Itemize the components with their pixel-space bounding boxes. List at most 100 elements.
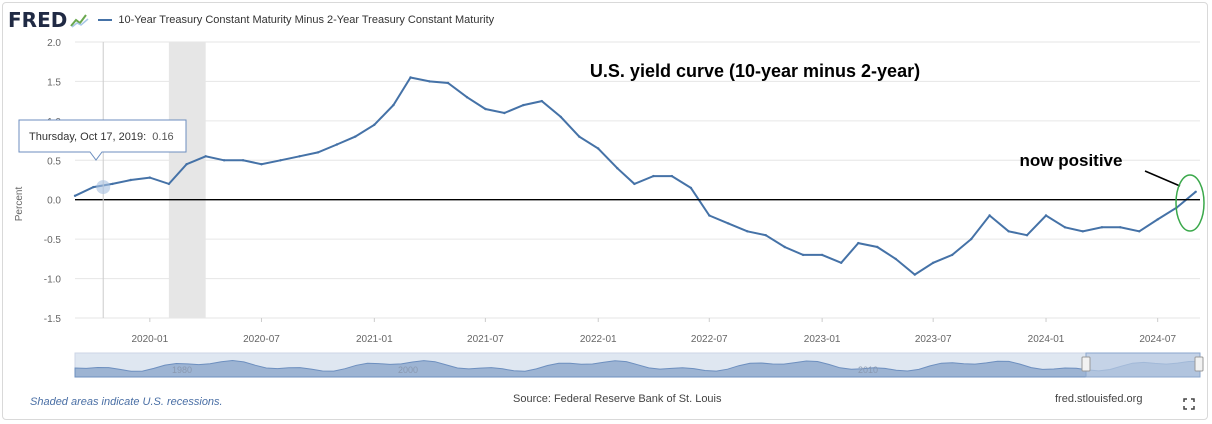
data-point [1025,234,1029,237]
data-point [913,273,916,276]
data-point [764,234,767,237]
data-point [746,230,749,233]
data-point [578,135,581,138]
data-point [392,103,395,107]
navigator-handle-left[interactable] [1081,356,1091,372]
navigator-label: 2000 [398,365,418,375]
source-text: Source: Federal Reserve Bank of St. Loui… [513,393,722,405]
data-point [1119,226,1122,229]
y-tick-label: -1.0 [44,275,62,286]
y-tick-label: 1.5 [47,77,61,88]
recession-note: Shaded areas indicate U.S. recessions. [30,396,223,408]
data-point [409,76,412,79]
tooltip: Thursday, Oct 17, 2019: 0.16 [18,119,187,161]
navigator-series [74,359,1201,378]
recession-shading [168,42,206,318]
site-link[interactable]: fred.stlouisfed.org [1055,393,1143,405]
svg-text:Thursday, Oct 17, 2019:: Thursday, Oct 17, 2019: 0.16 [29,131,174,143]
y-tick-label: 0.5 [47,156,61,167]
data-point [446,81,450,85]
data-point [522,103,525,107]
data-point [1081,230,1085,233]
range-navigator[interactable]: 1980 2000 2010 [74,352,1204,378]
data-point [1100,226,1104,229]
navigator-label: 1980 [172,365,192,375]
data-point [559,115,562,119]
legend-label[interactable]: 10-Year Treasury Constant Maturity Minus… [118,14,495,26]
x-tick-label: 2022-07 [691,334,728,345]
series-layer [73,76,1197,276]
data-point [503,111,506,115]
data-point [932,261,935,264]
data-point [840,261,843,264]
data-point [335,143,339,146]
data-point [316,151,320,154]
data-point [708,214,711,217]
x-tick-label: 2020-07 [243,334,280,345]
navigator-handle-right[interactable] [1194,356,1204,372]
annotation-now-positive: now positive [1020,151,1123,170]
highlight-circle [1175,174,1205,232]
data-point [298,155,301,158]
data-point [689,186,693,190]
tooltip-value: 0.16 [152,131,173,143]
data-point [279,159,282,162]
data-point [148,176,151,179]
fred-logo-chart-icon [70,14,89,28]
navigator-label: 2010 [858,365,878,375]
data-point [484,107,487,111]
data-point [241,159,245,162]
data-point [465,96,469,99]
data-point [129,178,132,182]
navigator-selection[interactable] [1085,352,1201,378]
data-point [894,257,897,261]
data-point [616,167,619,170]
x-tick-label: 2021-07 [467,334,504,345]
annotation-title: U.S. yield curve (10-year minus 2-year) [590,61,920,81]
fullscreen-icon[interactable] [1183,398,1195,410]
data-point [1044,214,1048,217]
data-point [633,182,636,186]
data-point [970,237,973,241]
y-axis-ticks: 2.01.51.00.50.0-0.5-1.0-1.5 [44,38,62,325]
data-point [988,214,991,217]
data-point [727,222,730,225]
data-point [1007,230,1010,233]
tooltip-date: Thursday, Oct 17, 2019: [29,131,146,143]
data-point [652,174,655,178]
fred-logo[interactable]: FRED [8,8,68,32]
data-point [92,185,95,189]
legend-swatch [98,19,113,21]
x-tick-label: 2023-01 [804,334,841,345]
data-point [820,253,824,257]
data-point [373,123,376,127]
data-point [1063,226,1067,229]
data-point [1156,218,1159,221]
data-point [111,182,114,186]
x-tick-label: 2021-01 [356,334,393,345]
x-axis-ticks: 2020-01 2020-07 2021-01 2021-07 2022-01 2022-… [131,318,1176,345]
y-tick-label: -1.5 [44,314,62,325]
hover-point [96,180,111,195]
data-point [597,147,600,150]
data-point [167,182,171,186]
data-point [222,159,226,162]
data-point [428,80,431,83]
y-tick-label: 0.0 [47,196,61,207]
data-point [354,135,357,138]
data-point [801,253,805,257]
y-tick-label: 2.0 [47,38,61,49]
data-point [876,245,879,249]
data-point [783,245,786,249]
data-point [260,163,263,166]
x-tick-label: 2024-01 [1028,334,1065,345]
chart-header: FRED 10-Year Treasury Constant Maturity … [8,8,494,32]
y-tick-label: -0.5 [44,235,62,246]
data-point [1138,230,1141,233]
data-point [857,241,860,245]
data-point [670,174,674,178]
data-point [73,194,77,197]
x-tick-label: 2020-01 [131,334,168,345]
series-line[interactable] [74,76,1197,276]
